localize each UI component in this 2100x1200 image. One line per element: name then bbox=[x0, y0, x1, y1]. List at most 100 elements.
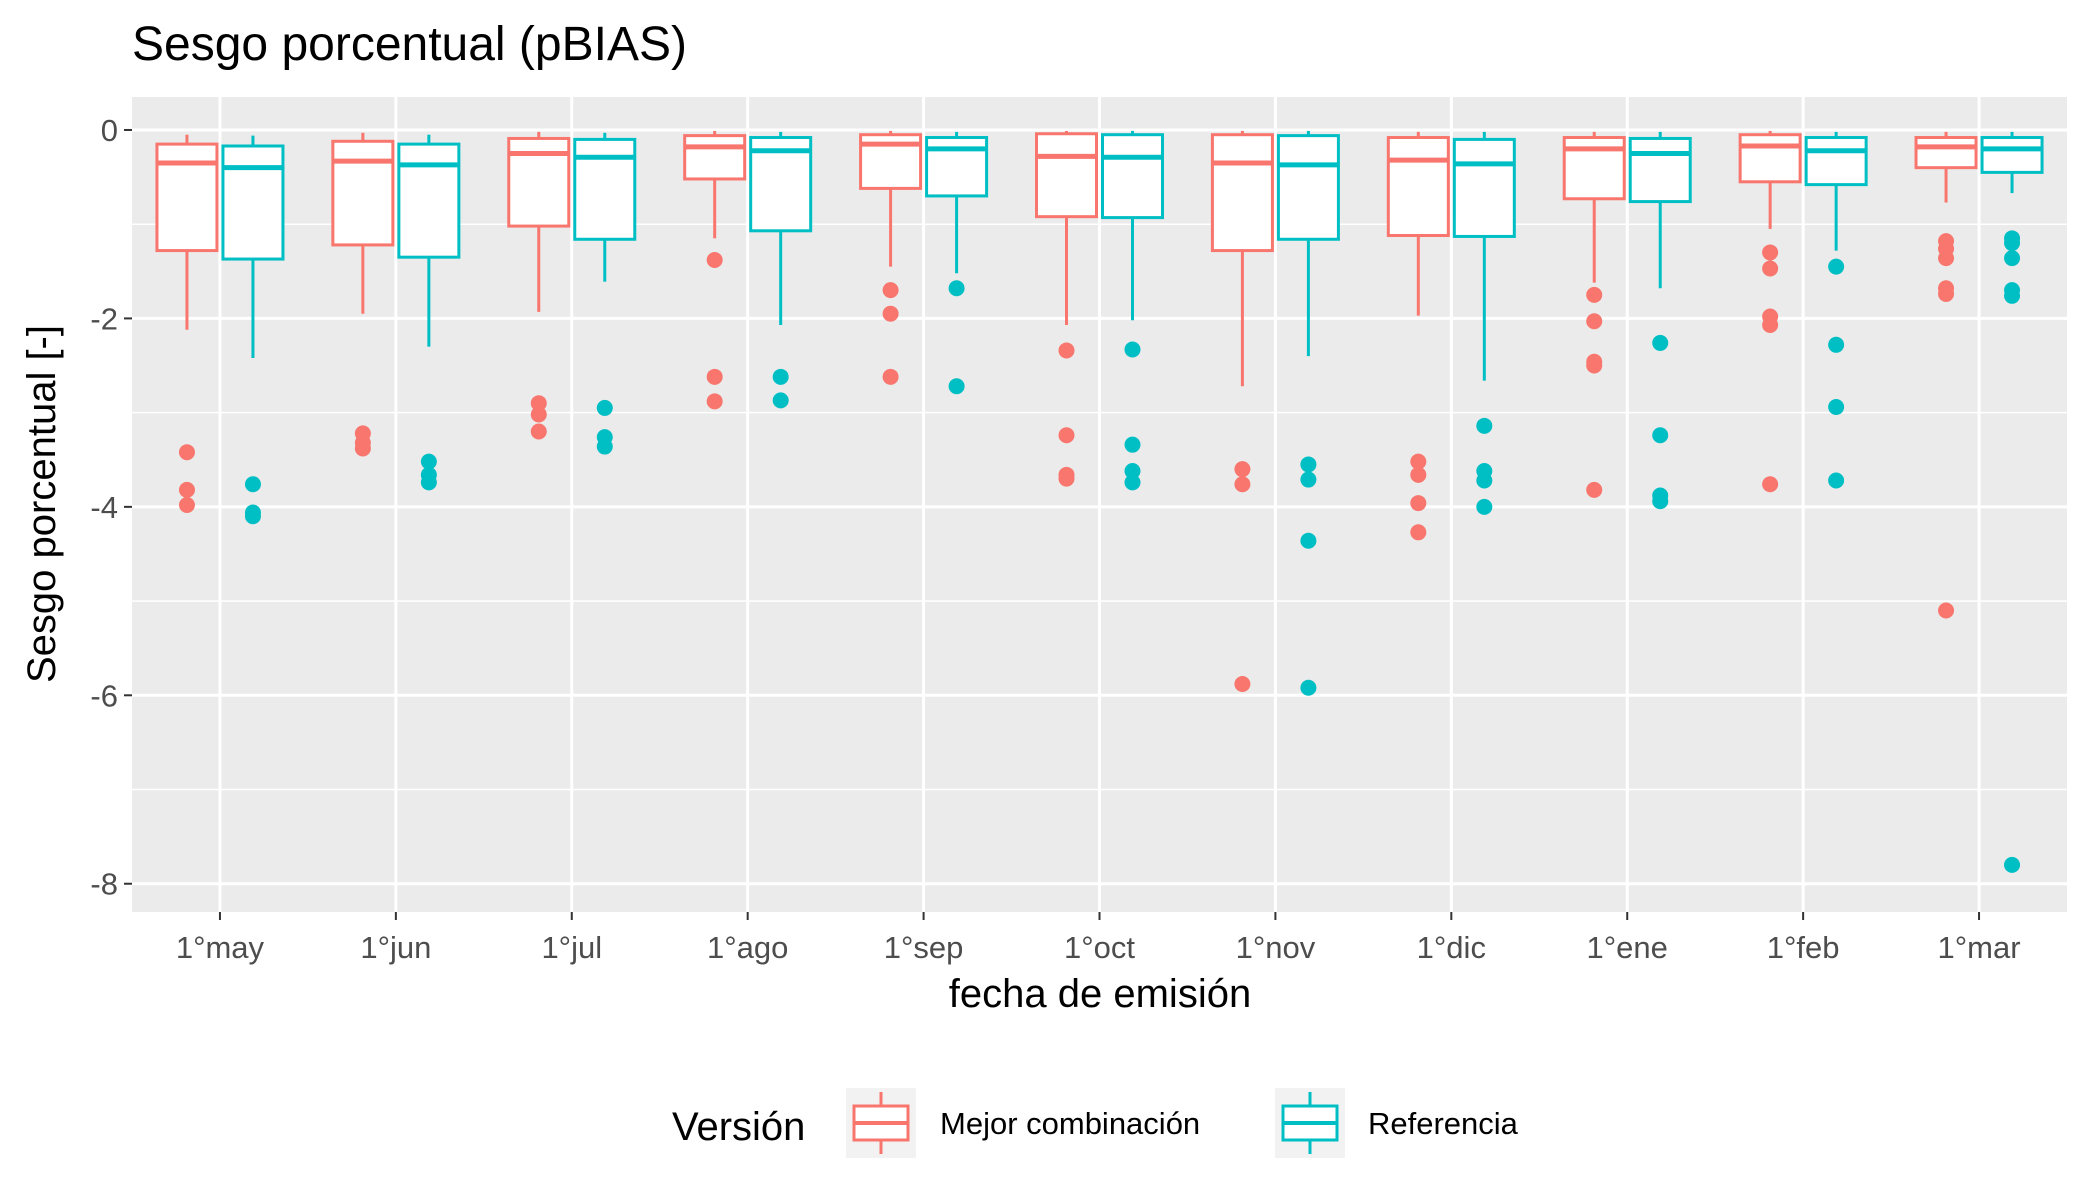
box-1-1 bbox=[397, 134, 461, 491]
outlier-point bbox=[1124, 341, 1141, 358]
outlier-point bbox=[2004, 287, 2021, 304]
outlier-point bbox=[1762, 244, 1779, 261]
box-rect bbox=[1210, 133, 1274, 253]
outlier-point bbox=[420, 474, 437, 491]
outlier-point bbox=[1762, 476, 1779, 493]
outlier-point bbox=[530, 395, 547, 412]
outlier-point bbox=[882, 305, 899, 322]
outlier-point bbox=[596, 399, 613, 416]
box-rect bbox=[331, 139, 395, 247]
outlier-point bbox=[1938, 602, 1955, 619]
y-tick-label: -8 bbox=[90, 867, 118, 902]
box-1-0 bbox=[221, 135, 285, 525]
outlier-point bbox=[1828, 398, 1845, 415]
box-1-8 bbox=[1628, 131, 1692, 510]
outlier-point bbox=[1300, 532, 1317, 549]
outlier-point bbox=[1234, 476, 1251, 493]
x-tick-label: 1°dic bbox=[1417, 930, 1486, 965]
outlier-point bbox=[1828, 258, 1845, 275]
box-rect bbox=[1914, 136, 1978, 170]
box-rect bbox=[1628, 136, 1692, 204]
legend-title: Versión bbox=[672, 1105, 805, 1149]
box-rect bbox=[925, 136, 989, 198]
outlier-point bbox=[1828, 336, 1845, 353]
box-rect bbox=[1101, 133, 1164, 220]
box-rect bbox=[155, 142, 219, 253]
x-tick-label: 1°jun bbox=[360, 930, 431, 965]
x-tick-label: 1°jul bbox=[541, 930, 602, 965]
x-axis: 1°may 1°jun 1°jul 1°ago 1°sep 1°oct 1°nov 1°dic… bbox=[176, 912, 2021, 965]
box-0-5 bbox=[1035, 130, 1098, 487]
outlier-point bbox=[1300, 679, 1317, 696]
outlier-point bbox=[178, 496, 195, 513]
box-1-7 bbox=[1452, 131, 1516, 515]
outlier-point bbox=[1476, 417, 1493, 434]
outlier-point bbox=[1300, 456, 1317, 473]
legend-key-series-1 bbox=[1275, 1088, 1345, 1158]
outlier-point bbox=[1938, 250, 1955, 267]
box-1-9 bbox=[1804, 131, 1868, 489]
outlier-point bbox=[1410, 453, 1427, 470]
x-tick-label: 1°feb bbox=[1767, 930, 1840, 965]
legend-key-series-0 bbox=[846, 1088, 916, 1158]
x-tick-label: 1°sep bbox=[884, 930, 964, 965]
box-rect bbox=[1035, 132, 1098, 219]
x-tick-label: 1°oct bbox=[1064, 930, 1135, 965]
outlier-point bbox=[1300, 471, 1317, 488]
box-0-4 bbox=[859, 130, 923, 385]
box-rect bbox=[683, 134, 747, 181]
box-0-2 bbox=[507, 131, 571, 440]
chart-title: Sesgo porcentual (pBIAS) bbox=[132, 18, 687, 71]
outlier-point bbox=[1410, 466, 1427, 483]
box-rect bbox=[1738, 133, 1802, 184]
x-tick-label: 1°ago bbox=[707, 930, 788, 965]
outlier-point bbox=[948, 280, 965, 297]
outlier-point bbox=[1124, 463, 1141, 480]
outlier-point bbox=[420, 453, 437, 470]
box-1-6 bbox=[1276, 130, 1340, 696]
outlier-point bbox=[244, 476, 261, 493]
box-rect bbox=[1386, 136, 1450, 238]
outlier-point bbox=[354, 440, 371, 457]
outlier-point bbox=[1586, 481, 1603, 498]
outlier-point bbox=[882, 282, 899, 299]
y-tick-label: -4 bbox=[90, 490, 118, 525]
outlier-point bbox=[1058, 470, 1075, 487]
outlier-point bbox=[1476, 472, 1493, 489]
outlier-point bbox=[1124, 436, 1141, 453]
outlier-point bbox=[1938, 285, 1955, 302]
box-rect bbox=[1276, 134, 1340, 241]
box-rect bbox=[573, 137, 637, 241]
y-tick-label: 0 bbox=[101, 113, 118, 148]
box-0-6 bbox=[1210, 130, 1274, 692]
x-axis-title: fecha de emisión bbox=[949, 972, 1251, 1016]
y-axis-title: Sesgo porcentual [-] bbox=[20, 325, 64, 683]
outlier-point bbox=[1828, 472, 1845, 489]
outlier-point bbox=[1652, 334, 1669, 351]
outlier-point bbox=[706, 368, 723, 385]
box-1-2 bbox=[573, 132, 637, 455]
outlier-point bbox=[2004, 250, 2021, 267]
outlier-point bbox=[1234, 461, 1251, 478]
outlier-point bbox=[530, 423, 547, 440]
box-0-9 bbox=[1738, 130, 1802, 493]
outlier-point bbox=[1762, 260, 1779, 277]
outlier-point bbox=[706, 393, 723, 410]
outlier-point bbox=[2004, 235, 2021, 252]
x-tick-label: 1°nov bbox=[1236, 930, 1316, 965]
outlier-point bbox=[948, 378, 965, 395]
box-0-3 bbox=[683, 130, 747, 410]
legend: Versión Mejor combinación Referencia bbox=[672, 1088, 1519, 1158]
outlier-point bbox=[1476, 498, 1493, 515]
outlier-point bbox=[530, 406, 547, 423]
outlier-point bbox=[1652, 427, 1669, 444]
box-rect bbox=[1804, 136, 1868, 187]
outlier-point bbox=[1234, 675, 1251, 692]
legend-label-series-0: Mejor combinación bbox=[940, 1106, 1200, 1141]
box-layer bbox=[155, 130, 2044, 873]
box-0-8 bbox=[1562, 131, 1626, 498]
box-0-7 bbox=[1386, 131, 1450, 541]
x-tick-label: 1°ene bbox=[1587, 930, 1668, 965]
outlier-point bbox=[1652, 493, 1669, 510]
